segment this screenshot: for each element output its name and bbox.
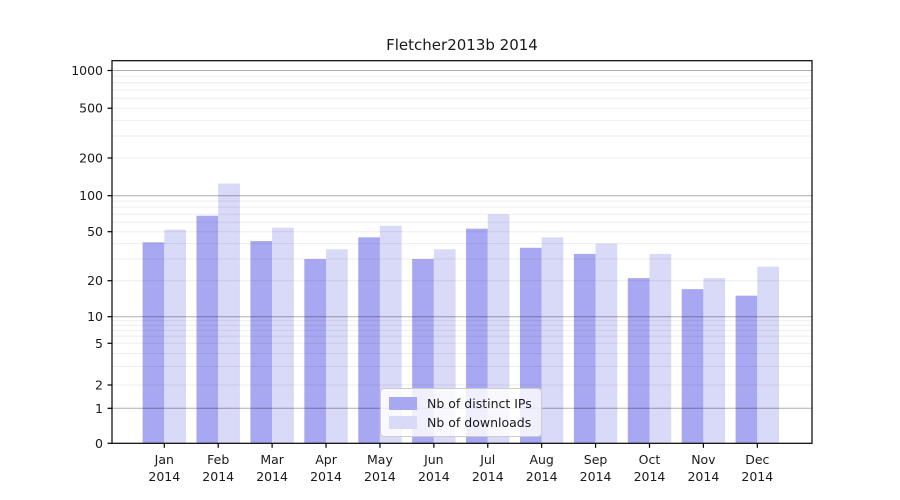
x-tick-label-year: 2014: [310, 469, 342, 484]
x-tick-label-month: Nov: [691, 452, 716, 467]
x-tick-label-year: 2014: [634, 469, 666, 484]
legend-label-downloads: Nb of downloads: [427, 414, 532, 430]
bar-distinct-ips-oct: [627, 278, 650, 444]
bar-distinct-ips-dec: [735, 295, 758, 444]
y-tick-label: 200: [79, 151, 103, 166]
x-tick-label-year: 2014: [148, 469, 180, 484]
chart-title: Fletcher2013b 2014: [386, 36, 538, 54]
x-tick-label-month: Oct: [639, 452, 661, 467]
bar-downloads-oct: [649, 253, 672, 444]
bar-downloads-aug: [541, 237, 564, 444]
x-tick-label-year: 2014: [687, 469, 719, 484]
x-tick-label-month: Aug: [529, 452, 553, 467]
bar-downloads-apr: [326, 249, 348, 444]
x-tick-label-month: Mar: [260, 452, 284, 467]
x-tick-label-year: 2014: [364, 469, 396, 484]
legend-label-distinct-ips: Nb of distinct IPs: [427, 395, 532, 411]
x-tick-label-month: Jun: [423, 452, 444, 467]
axis-frame: [111, 60, 813, 444]
bar-distinct-ips-mar: [250, 241, 273, 444]
x-tick-label-year: 2014: [418, 469, 450, 484]
x-tick-label-month: Jan: [154, 452, 174, 467]
legend-swatch-distinct-ips: [389, 396, 417, 410]
y-tick-label: 0: [95, 436, 103, 451]
x-tick-label-year: 2014: [580, 469, 612, 484]
x-tick-label-year: 2014: [256, 469, 288, 484]
y-tick-label: 100: [79, 188, 103, 203]
y-tick-label: 500: [79, 101, 103, 116]
bar-distinct-ips-sep: [573, 253, 596, 444]
bar-downloads-mar: [272, 227, 294, 444]
bar-downloads-sep: [595, 243, 618, 444]
x-tick-label-month: Apr: [315, 452, 337, 467]
bar-downloads-jul: [487, 214, 510, 444]
x-tick-label-month: May: [367, 452, 393, 467]
bar-downloads-dec: [757, 266, 780, 444]
x-tick-label-year: 2014: [202, 469, 234, 484]
bar-downloads-feb: [218, 183, 240, 444]
x-tick-label-month: Dec: [745, 452, 769, 467]
y-tick-label: 1: [95, 401, 103, 416]
legend-item-downloads: Nb of downloads: [389, 415, 533, 430]
x-tick-label-year: 2014: [472, 469, 504, 484]
bar-distinct-ips-apr: [304, 259, 327, 444]
bar-distinct-ips-may: [358, 237, 380, 444]
legend: Nb of distinct IPs Nb of downloads: [380, 388, 542, 437]
x-tick-label-year: 2014: [741, 469, 773, 484]
y-tick-label: 2: [95, 378, 103, 393]
y-tick-label: 1000: [71, 63, 103, 78]
y-tick-label: 5: [95, 336, 103, 351]
y-tick-label: 10: [87, 309, 103, 324]
bar-distinct-ips-nov: [681, 289, 704, 444]
legend-item-distinct-ips: Nb of distinct IPs: [389, 396, 533, 411]
y-tick-label: 50: [87, 224, 103, 239]
x-tick-label-year: 2014: [526, 469, 558, 484]
x-tick-label-month: Sep: [584, 452, 608, 467]
y-tick-label: 20: [87, 273, 103, 288]
legend-swatch-downloads: [389, 415, 417, 429]
bar-distinct-ips-jan: [142, 242, 165, 444]
bar-downloads-jan: [164, 229, 186, 444]
bar-downloads-nov: [703, 278, 726, 444]
x-tick-label-month: Feb: [207, 452, 229, 467]
bar-distinct-ips-feb: [196, 215, 219, 444]
x-tick-label-month: Jul: [479, 452, 495, 467]
